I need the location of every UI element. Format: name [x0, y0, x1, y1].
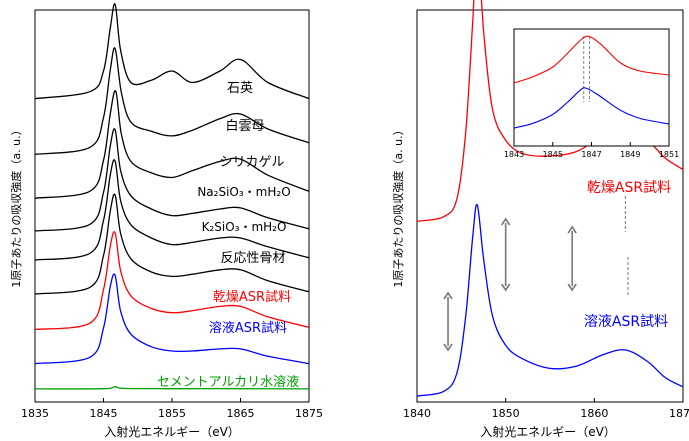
series-label-dried-asr: 乾燥ASR試料 [213, 289, 291, 305]
left-x-tick-label: 1845 [90, 407, 118, 420]
left-x-tick-label: 1855 [158, 407, 186, 420]
left-plot-frame [34, 9, 310, 403]
right-x-axis-title: 入射光エネルギー（eV） [480, 424, 616, 439]
left-x-axis: 1835 1845 1855 1865 1875 [21, 398, 323, 420]
series-label-solution-asr: 溶液ASR試料 [209, 320, 287, 336]
right-x-tick-label: 1850 [492, 407, 520, 420]
series-label-quartz: 石英 [227, 81, 253, 96]
right-label-dried-asr: 乾燥ASR試料 [587, 180, 671, 196]
right-plot-frame [416, 9, 684, 403]
left-series-line [34, 159, 310, 261]
series-label-k-silicate: K₂SiO₃・mH₂O [202, 220, 287, 234]
inset-frame [513, 28, 670, 147]
left-x-axis-title: 入射光エネルギー（eV） [104, 424, 240, 439]
left-series-labels: 石英 白雲母 シリカゲル Na₂SiO₃・mH₂O K₂SiO₃・mH₂O 反応… [157, 81, 299, 390]
left-series-line [34, 47, 310, 155]
inset-x-tick-label: 1847 [581, 150, 601, 159]
series-label-cement-solution: セメントアルカリ水溶液 [157, 375, 299, 390]
right-series-line [416, 203, 684, 397]
right-x-axis: 1840 1850 1860 1870 [403, 398, 689, 420]
series-label-silica-gel: シリカゲル [219, 155, 284, 170]
left-series-line [34, 128, 310, 232]
inset-x-tick-label: 1845 [543, 150, 563, 159]
left-series-line [34, 231, 310, 331]
left-y-axis-title: 1原子あたりの吸収強度（a. u.） [9, 124, 23, 287]
right-y-axis-title: 1原子あたりの吸収強度（a. u.） [391, 124, 405, 287]
double-arrow [443, 291, 453, 352]
inset-x-tick-label: 1843 [504, 150, 524, 159]
left-series-line [34, 3, 310, 100]
left-x-tick-label: 1865 [227, 407, 255, 420]
right-chart: 1840185018601870 乾燥ASR試料 溶液ASR試料 1843184… [391, 0, 689, 439]
double-arrow [567, 225, 577, 292]
series-label-na-silicate: Na₂SiO₃・mH₂O [197, 185, 290, 199]
right-x-tick-label: 1840 [403, 407, 431, 420]
right-label-solution-asr: 溶液ASR試料 [584, 314, 668, 330]
left-chart: 1835 1845 1855 1865 1875 石英 白雲母 シリカゲル Na₂SiO… [9, 3, 323, 439]
inset-x-tick-label: 1849 [620, 150, 640, 159]
inset-series-group [513, 35, 670, 129]
inset-series-line [513, 35, 670, 84]
inset-x-axis: 1843 1845 1847 1849 1851 [504, 142, 679, 159]
left-series-group [34, 3, 310, 390]
right-annotations [443, 196, 629, 352]
left-series-line [34, 386, 310, 390]
left-x-tick-label: 1875 [295, 407, 323, 420]
double-arrow [501, 217, 511, 292]
series-label-muscovite: 白雲母 [225, 118, 264, 134]
left-series-line [34, 90, 310, 199]
inset-annotations [583, 36, 591, 102]
right-x-tick-label: 1860 [580, 407, 608, 420]
inset-x-tick-label: 1851 [659, 150, 679, 159]
left-series-line [34, 273, 310, 365]
series-label-reactive-aggregate: 反応性骨材 [220, 251, 285, 266]
left-series-line [34, 193, 310, 295]
inset-series-line [513, 87, 670, 129]
inset-chart: 1843 1845 1847 1849 1851 [504, 28, 679, 159]
left-x-tick-label: 1835 [21, 407, 49, 420]
right-x-tick-label: 1870 [669, 407, 689, 420]
